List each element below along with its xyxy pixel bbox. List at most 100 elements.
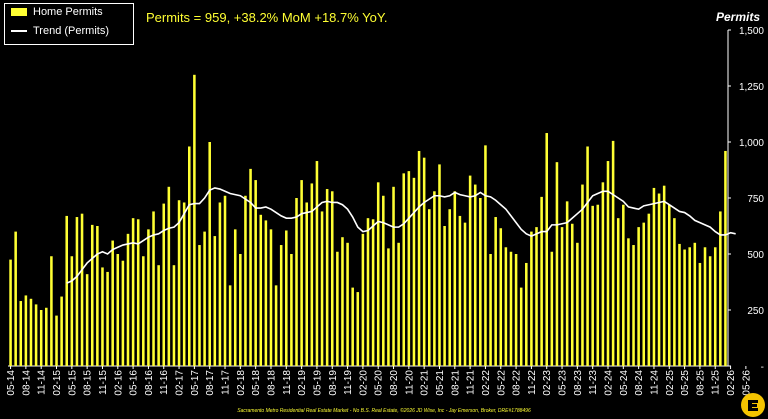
bar (70, 256, 74, 366)
x-tick-label: 08-25 (695, 370, 706, 396)
y-tick-label: 500 (747, 250, 764, 261)
bar (254, 180, 257, 366)
bar (75, 217, 79, 366)
bar (346, 242, 349, 366)
legend-line-label: Trend (Permits) (33, 25, 109, 37)
bar (96, 226, 99, 366)
bar (50, 256, 53, 366)
bar (550, 251, 554, 366)
bar (9, 259, 12, 366)
bar (290, 254, 293, 366)
x-tick-label: 11-18 (282, 370, 293, 395)
bar (657, 193, 661, 366)
bar (698, 262, 702, 366)
bar (233, 229, 237, 366)
bar (591, 205, 594, 366)
bar (39, 310, 43, 366)
x-tick-label: 02-24 (604, 370, 615, 396)
bar (142, 256, 145, 366)
bar (489, 254, 492, 366)
bar (570, 223, 574, 366)
x-tick-label: 05-15 (67, 370, 78, 396)
bar (55, 315, 58, 366)
chart-headline: Permits = 959, +38.2% MoM +18.7% YoY. (146, 10, 388, 25)
x-tick-label: 02-16 (113, 370, 124, 396)
legend-item-trend: Trend (Permits) (11, 25, 109, 41)
x-tick-label: 08-19 (328, 370, 339, 396)
bar (218, 202, 222, 366)
chart-legend: Home Permits Trend (Permits) (4, 3, 134, 45)
x-tick-label: 02-21 (420, 370, 431, 396)
legend-bar-swatch (11, 8, 27, 17)
bar (351, 287, 354, 366)
bar (305, 202, 308, 366)
bar (239, 254, 242, 366)
x-tick-label: 02-17 (175, 370, 186, 396)
bar (295, 198, 298, 366)
x-tick-label: 08-20 (389, 370, 400, 396)
bar (586, 146, 589, 366)
x-tick-label: 11-22 (527, 370, 538, 395)
bar (213, 236, 217, 366)
x-tick-label: 05-20 (374, 370, 385, 396)
bar (616, 218, 620, 366)
bar (601, 182, 605, 366)
bar (193, 74, 196, 367)
legend-item-home-permits: Home Permits (11, 6, 103, 22)
bar (172, 265, 176, 366)
x-tick-label: 08-16 (144, 370, 155, 396)
bar (85, 274, 89, 366)
bar (642, 222, 646, 366)
bar (203, 231, 206, 366)
trend-line (66, 187, 736, 284)
bar (627, 238, 630, 366)
bar (34, 304, 38, 366)
bar (29, 298, 33, 366)
x-tick-label: 08-17 (205, 370, 216, 396)
bar (463, 222, 467, 366)
bar (147, 229, 150, 366)
bar (525, 262, 528, 366)
bar (509, 251, 513, 366)
legend-bar-label: Home Permits (33, 6, 103, 18)
x-tick-label: 05-17 (190, 370, 201, 396)
x-tick-label: 11-14 (37, 370, 48, 395)
bar (708, 256, 712, 366)
bar (188, 146, 191, 366)
bar (111, 240, 114, 366)
bar (417, 150, 421, 366)
bar (468, 175, 472, 366)
bar (106, 271, 109, 366)
bar (622, 204, 625, 366)
bar (285, 230, 288, 366)
bar (673, 218, 676, 366)
bar (484, 145, 487, 366)
bar (606, 161, 610, 366)
bar (177, 200, 181, 366)
bar (65, 215, 68, 366)
bar (198, 245, 201, 366)
bar (90, 224, 94, 366)
x-tick-label: 11-25 (711, 370, 722, 395)
bar (397, 242, 400, 366)
bar (341, 237, 344, 366)
x-tick-label: 11-15 (98, 370, 109, 395)
bar (356, 292, 360, 366)
bar (387, 248, 390, 366)
bar (116, 254, 120, 366)
bar (576, 242, 579, 366)
bar (14, 231, 17, 366)
bar (668, 204, 671, 366)
bar (402, 173, 406, 366)
bar (376, 182, 380, 366)
bar (101, 267, 104, 366)
bar (330, 191, 334, 366)
x-tick-label: 05-22 (496, 370, 507, 396)
x-tick-label: 05-14 (6, 370, 17, 396)
bar (366, 218, 370, 366)
bar (479, 198, 482, 366)
bar (259, 214, 263, 366)
y-axis-title: Permits (715, 10, 760, 24)
bar (392, 186, 395, 366)
